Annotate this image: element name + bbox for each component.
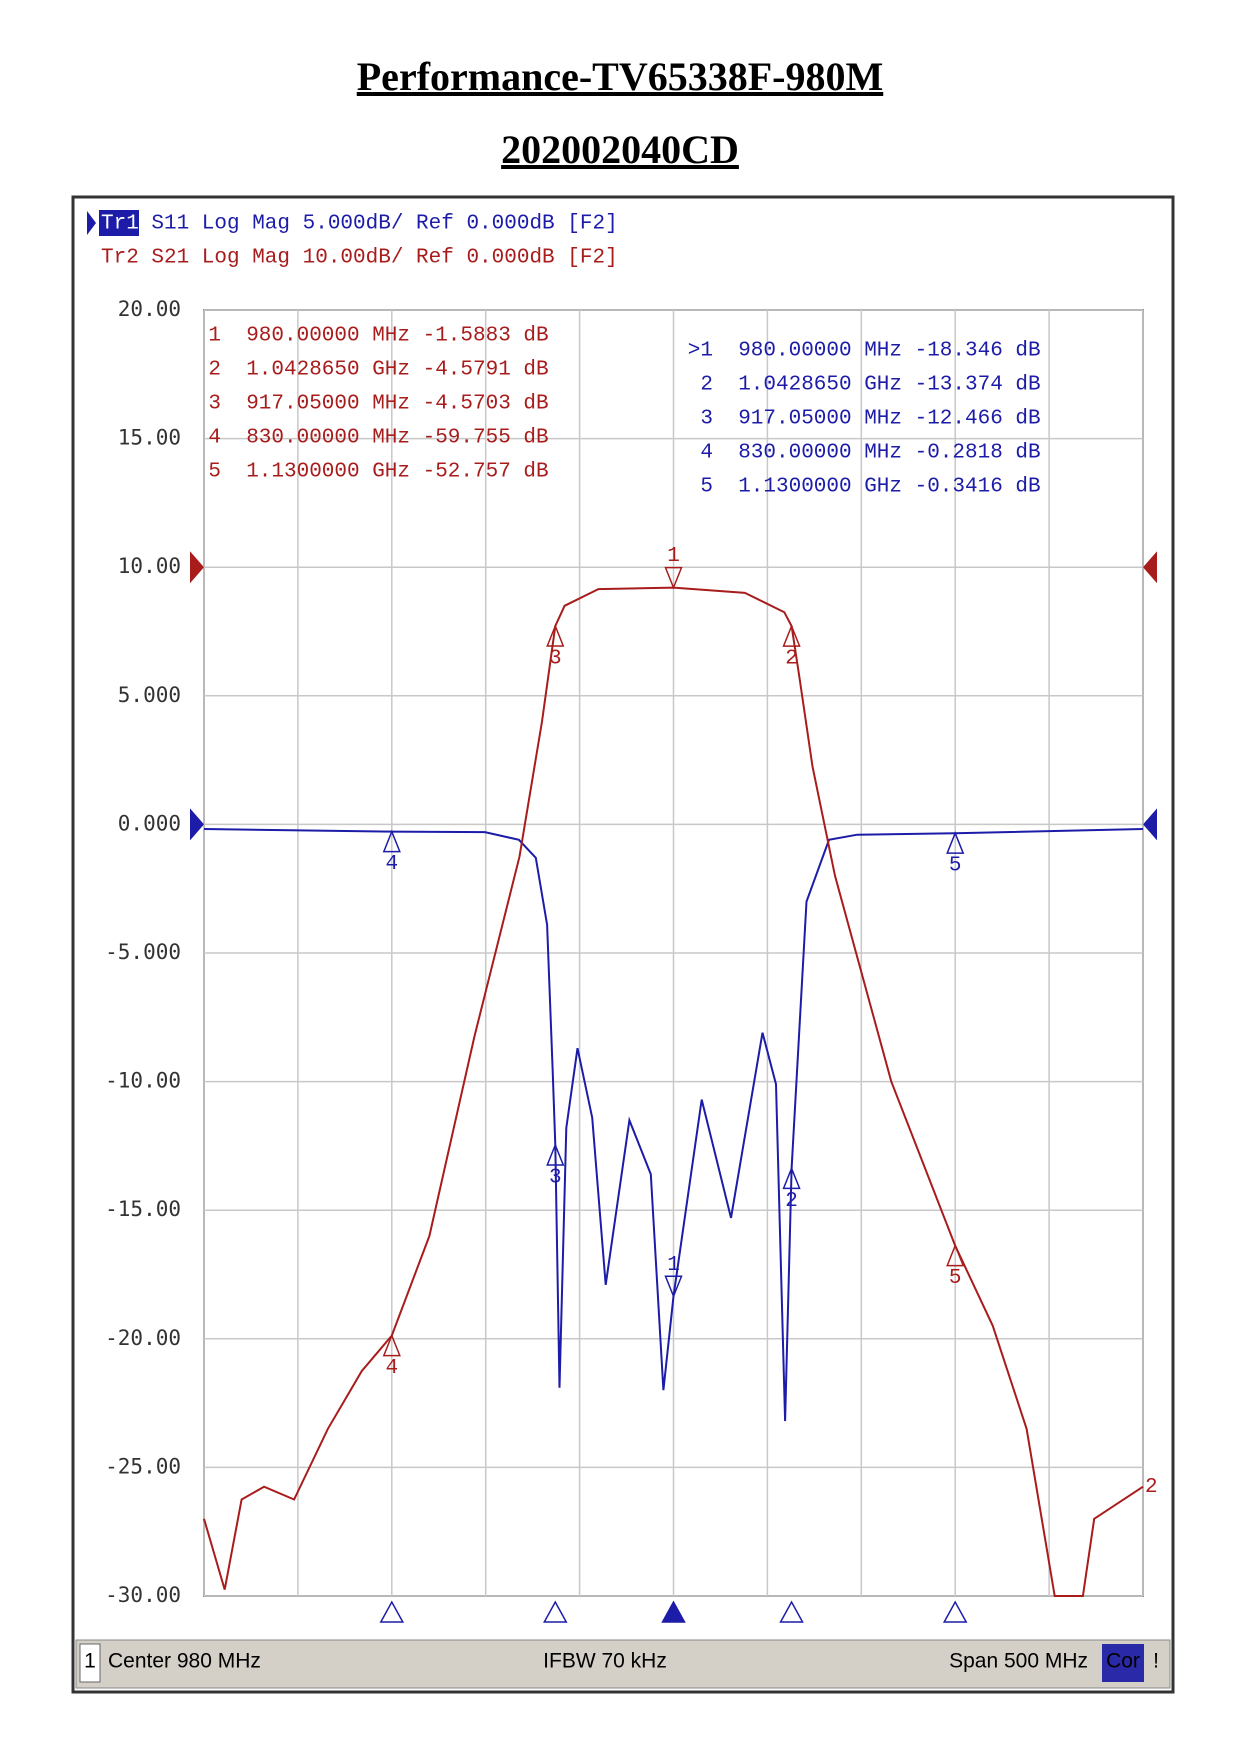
- trace-id: Tr2: [101, 247, 139, 270]
- y-tick-label: 10.00: [118, 554, 181, 578]
- ref-indicator: [190, 808, 204, 841]
- marker-id: 3: [208, 393, 221, 416]
- y-tick-label: 15.00: [118, 426, 181, 450]
- active-trace-box: [99, 210, 139, 236]
- y-tick-label: -30.00: [105, 1583, 181, 1607]
- trace-line: [203, 586, 1144, 1597]
- cor-box[interactable]: [1102, 1644, 1144, 1682]
- marker-stimulus: 917.05000 MHz: [738, 408, 902, 431]
- y-tick-label: -5.000: [105, 940, 181, 964]
- status-bar: [75, 1639, 1171, 1689]
- trace-marker: [382, 1333, 401, 1357]
- marker-stimulus: 980.00000 MHz: [738, 340, 902, 363]
- trace-name: S21: [151, 247, 189, 270]
- marker-response: -18.346 dB: [915, 340, 1041, 363]
- marker-id: >1: [688, 340, 713, 363]
- y-tick-label: -15.00: [105, 1197, 181, 1221]
- marker-stimulus: 917.05000 MHz: [246, 393, 410, 416]
- marker-response: -59.755 dB: [423, 427, 549, 450]
- subtitle: 202002040CD: [501, 127, 739, 172]
- trace-name: S11: [151, 213, 189, 236]
- trace-marker: [664, 566, 683, 590]
- stimulus-indicator: [543, 1600, 568, 1623]
- marker-stimulus: 830.00000 MHz: [246, 427, 410, 450]
- stimulus-indicator: [379, 1600, 405, 1623]
- trace-id: Tr1: [101, 213, 139, 236]
- trace-setting: Log Mag 10.00dB/ Ref 0.000dB [F2]: [202, 247, 618, 270]
- y-tick-label: 20.00: [118, 297, 181, 321]
- channel-box: [79, 1643, 101, 1683]
- trace-end-label: 2: [1145, 1476, 1158, 1499]
- marker-stimulus: 1.1300000 GHz: [738, 476, 902, 499]
- marker-id: 2: [208, 359, 221, 382]
- y-tick-label: -25.00: [105, 1454, 181, 1478]
- marker-label: 5: [949, 1267, 962, 1290]
- active-trace-arrow: [87, 211, 96, 235]
- marker-id: 3: [700, 408, 713, 431]
- stimulus-indicator: [661, 1600, 686, 1623]
- stimulus-indicator: [942, 1600, 968, 1623]
- center-frequency: Center 980 MHz: [108, 1650, 261, 1673]
- marker-id: 4: [208, 427, 221, 450]
- marker-label: 4: [385, 853, 398, 876]
- marker-response: -4.5791 dB: [423, 359, 549, 382]
- ref-indicator: [1143, 551, 1157, 584]
- ref-indicator: [190, 551, 204, 584]
- channel-number: 1: [84, 1650, 96, 1673]
- status-flag: !: [1153, 1650, 1159, 1673]
- marker-response: -13.374 dB: [915, 374, 1041, 397]
- marker-id: 1: [208, 325, 221, 348]
- trace-marker: [782, 1166, 801, 1190]
- marker-stimulus: 1.0428650 GHz: [738, 374, 902, 397]
- cor-label[interactable]: Cor: [1106, 1650, 1140, 1673]
- marker-id: 5: [700, 476, 713, 499]
- trace-marker: [782, 624, 801, 647]
- marker-label: 5: [949, 855, 962, 878]
- marker-response: -1.5883 dB: [423, 325, 549, 348]
- ifbw: IFBW 70 kHz: [543, 1650, 667, 1673]
- trace-marker: [664, 1275, 683, 1299]
- marker-response: -52.757 dB: [423, 461, 549, 484]
- marker-stimulus: 1.0428650 GHz: [246, 359, 410, 382]
- marker-stimulus: 1.1300000 GHz: [246, 461, 410, 484]
- stimulus-indicator: [779, 1600, 804, 1623]
- marker-label: 1: [667, 1254, 680, 1277]
- marker-label: 2: [785, 648, 798, 671]
- marker-response: -12.466 dB: [915, 408, 1041, 431]
- marker-id: 2: [700, 374, 713, 397]
- marker-id: 5: [208, 461, 221, 484]
- trace-marker: [946, 1243, 965, 1267]
- marker-label: 1: [667, 545, 680, 568]
- marker-label: 2: [785, 1190, 798, 1213]
- y-tick-label: 5.000: [118, 683, 181, 707]
- title: Performance-TV65338F-980M: [357, 54, 883, 99]
- trace-marker: [382, 829, 401, 853]
- y-tick-label: -10.00: [105, 1069, 181, 1093]
- marker-stimulus: 980.00000 MHz: [246, 325, 410, 348]
- trace-marker: [946, 831, 965, 854]
- trace-setting: Log Mag 5.000dB/ Ref 0.000dB [F2]: [202, 213, 618, 236]
- marker-response: -0.2818 dB: [915, 442, 1041, 465]
- marker-response: -0.3416 dB: [915, 476, 1041, 499]
- trace-line: [203, 828, 1144, 1422]
- y-tick-label: 0.000: [118, 811, 181, 835]
- y-tick-label: -20.00: [105, 1326, 181, 1350]
- trace-marker: [546, 623, 565, 647]
- marker-response: -4.5703 dB: [423, 393, 549, 416]
- marker-id: 4: [700, 442, 713, 465]
- marker-label: 3: [549, 648, 562, 671]
- marker-label: 3: [549, 1167, 562, 1190]
- ref-indicator: [1143, 808, 1157, 841]
- marker-label: 4: [385, 1357, 398, 1380]
- trace-marker: [546, 1143, 565, 1166]
- marker-stimulus: 830.00000 MHz: [738, 442, 902, 465]
- span: Span 500 MHz: [949, 1650, 1088, 1673]
